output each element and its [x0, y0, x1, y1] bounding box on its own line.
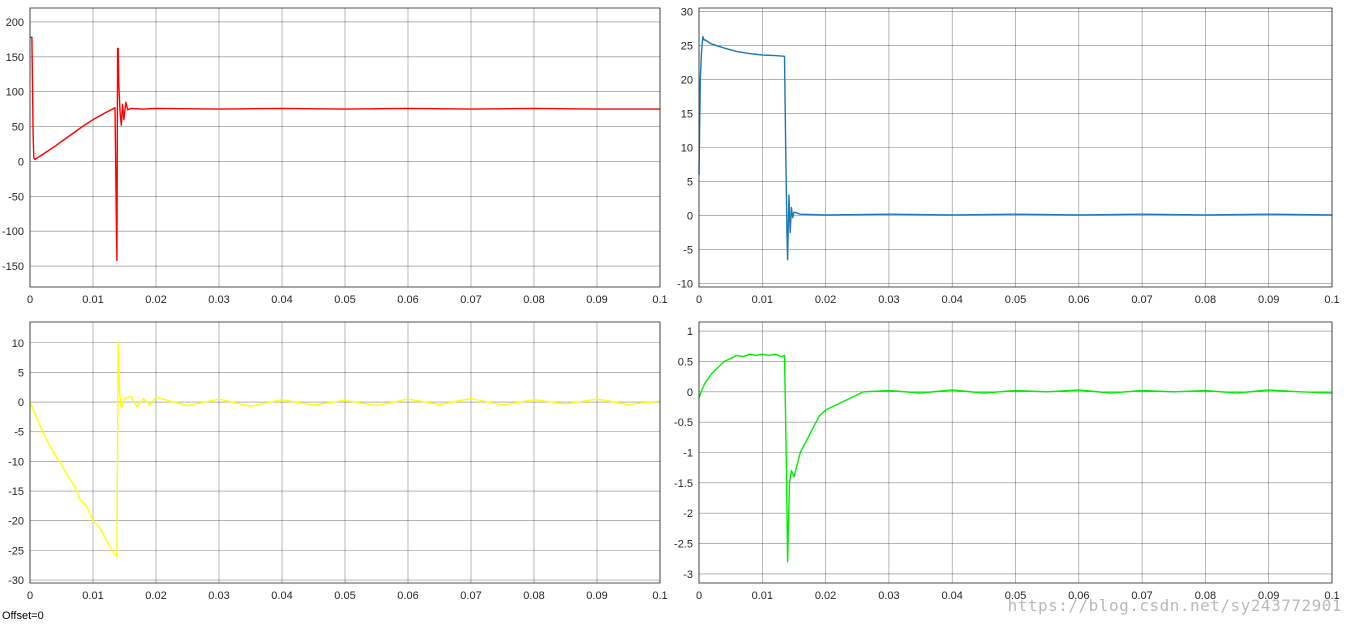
y-tick-label: -2	[683, 508, 693, 520]
x-tick-label: 0.04	[941, 590, 962, 602]
offset-label: Offset=0	[2, 610, 44, 622]
y-tick-label: -30	[8, 575, 24, 587]
x-tick-label: 0.01	[82, 294, 103, 306]
x-tick-label: 0.04	[941, 294, 962, 306]
y-tick-label: 0.5	[678, 356, 693, 368]
x-tick-label: 0.05	[334, 294, 355, 306]
y-tick-label: -5	[683, 245, 693, 257]
y-tick-label: -2.5	[674, 539, 693, 551]
y-tick-label: 0	[18, 397, 24, 409]
x-tick-label: 0.07	[460, 590, 481, 602]
y-tick-label: -1	[683, 448, 693, 460]
y-tick-label: 20	[681, 74, 693, 86]
subplot-4: 0 0.01 0.02 0.03 0.04 0.05 0.06 0.07 0.08 0.09 0.1…	[674, 321, 1340, 602]
y-tick-label: 0	[687, 387, 693, 399]
x-tick-label: 0.05	[1005, 294, 1026, 306]
x-tick-label: 0.09	[586, 590, 607, 602]
y-tick-label: 200	[6, 17, 24, 29]
x-tick-label: 0.06	[397, 294, 418, 306]
watermark-text: https://blog.csdn.net/sy243772901	[1007, 596, 1342, 615]
x-tick-label: 0.05	[334, 590, 355, 602]
subplot-2: 0 0.01 0.02 0.03 0.04 0.05 0.06 0.07 0.08 0.09 0.1…	[677, 6, 1340, 306]
x-tick-label: 0.01	[752, 590, 773, 602]
x-tick-label: 0.09	[586, 294, 607, 306]
x-tick-label: 0.03	[208, 294, 229, 306]
y-tick-label: -100	[2, 226, 24, 238]
x-tick-label: 0.06	[1068, 294, 1089, 306]
x-tick-label: 0.03	[208, 590, 229, 602]
y-tick-label: 0	[687, 211, 693, 223]
x-tick-label: 0.09	[1258, 590, 1279, 602]
y-tick-label: -150	[2, 261, 24, 273]
y-tick-label: 15	[681, 108, 693, 120]
x-tick-label: 0.1	[652, 294, 667, 306]
x-tick-label: 0.03	[878, 590, 899, 602]
x-tick-label: 0	[27, 294, 33, 306]
y-tick-label: -1.5	[674, 478, 693, 490]
x-tick-label: 0.1	[1324, 294, 1339, 306]
x-tick-label: 0.02	[815, 590, 836, 602]
subplot-3: 0 0.01 0.02 0.03 0.04 0.05 0.06 0.07 0.08 0.09 0.1…	[8, 321, 668, 602]
y-tick-label: -10	[677, 279, 693, 291]
y-tick-label: -5	[14, 427, 24, 439]
x-tick-label: 0.06	[1068, 590, 1089, 602]
series-line-1	[30, 36, 660, 262]
y-tick-label: 10	[681, 143, 693, 155]
x-tick-label: 0.08	[1195, 294, 1216, 306]
x-tick-label: 0.07	[1131, 590, 1152, 602]
x-tick-label: 0.1	[652, 590, 667, 602]
x-tick-label: 0.06	[397, 590, 418, 602]
y-tick-label: 25	[681, 40, 693, 52]
y-tick-label: -25	[8, 545, 24, 557]
x-tick-label: 0.08	[523, 590, 544, 602]
x-tick-label: 0.08	[1195, 590, 1216, 602]
x-tick-label: 0.1	[1324, 590, 1339, 602]
x-tick-label: 0.08	[523, 294, 544, 306]
x-tick-label: 0.07	[460, 294, 481, 306]
x-tick-label: 0.07	[1131, 294, 1152, 306]
y-tick-label: -10	[8, 456, 24, 468]
y-tick-label: 5	[18, 367, 24, 379]
axes-frame	[29, 7, 661, 288]
x-tick-label: 0.05	[1005, 590, 1026, 602]
y-tick-label: -50	[8, 191, 24, 203]
y-tick-label: 10	[12, 338, 24, 350]
x-tick-label: 0.09	[1258, 294, 1279, 306]
y-tick-label: 100	[6, 87, 24, 99]
x-tick-label: 0	[696, 590, 702, 602]
series-line-1	[698, 353, 1333, 563]
y-tick-label: 5	[687, 177, 693, 189]
y-tick-label: -20	[8, 516, 24, 528]
y-tick-label: 150	[6, 52, 24, 64]
y-tick-label: 0	[18, 156, 24, 168]
y-tick-label: 50	[12, 122, 24, 134]
x-tick-label: 0	[696, 294, 702, 306]
x-tick-label: 0.03	[878, 294, 899, 306]
axes-frame	[698, 321, 1333, 584]
x-tick-label: 0.04	[271, 294, 292, 306]
series-line-1	[29, 342, 661, 557]
y-tick-label: 1	[687, 326, 693, 338]
y-tick-label: 30	[681, 6, 693, 18]
x-tick-label: 0.01	[82, 590, 103, 602]
x-tick-label: 0.02	[815, 294, 836, 306]
series-line-1	[698, 35, 1333, 261]
axes-frame	[29, 321, 661, 584]
subplot-1: 0 0.01 0.02 0.03 0.04 0.05 0.06 0.07 0.08 0.09 0.1…	[2, 7, 668, 306]
x-tick-label: 0.04	[271, 590, 292, 602]
y-tick-label: -3	[683, 569, 693, 581]
axes-frame	[698, 7, 1333, 288]
x-tick-label: 0.02	[145, 294, 166, 306]
x-tick-label: 0.01	[752, 294, 773, 306]
x-tick-label: 0	[27, 590, 33, 602]
x-tick-label: 0.02	[145, 590, 166, 602]
y-tick-label: -15	[8, 486, 24, 498]
y-tick-label: -0.5	[674, 417, 693, 429]
